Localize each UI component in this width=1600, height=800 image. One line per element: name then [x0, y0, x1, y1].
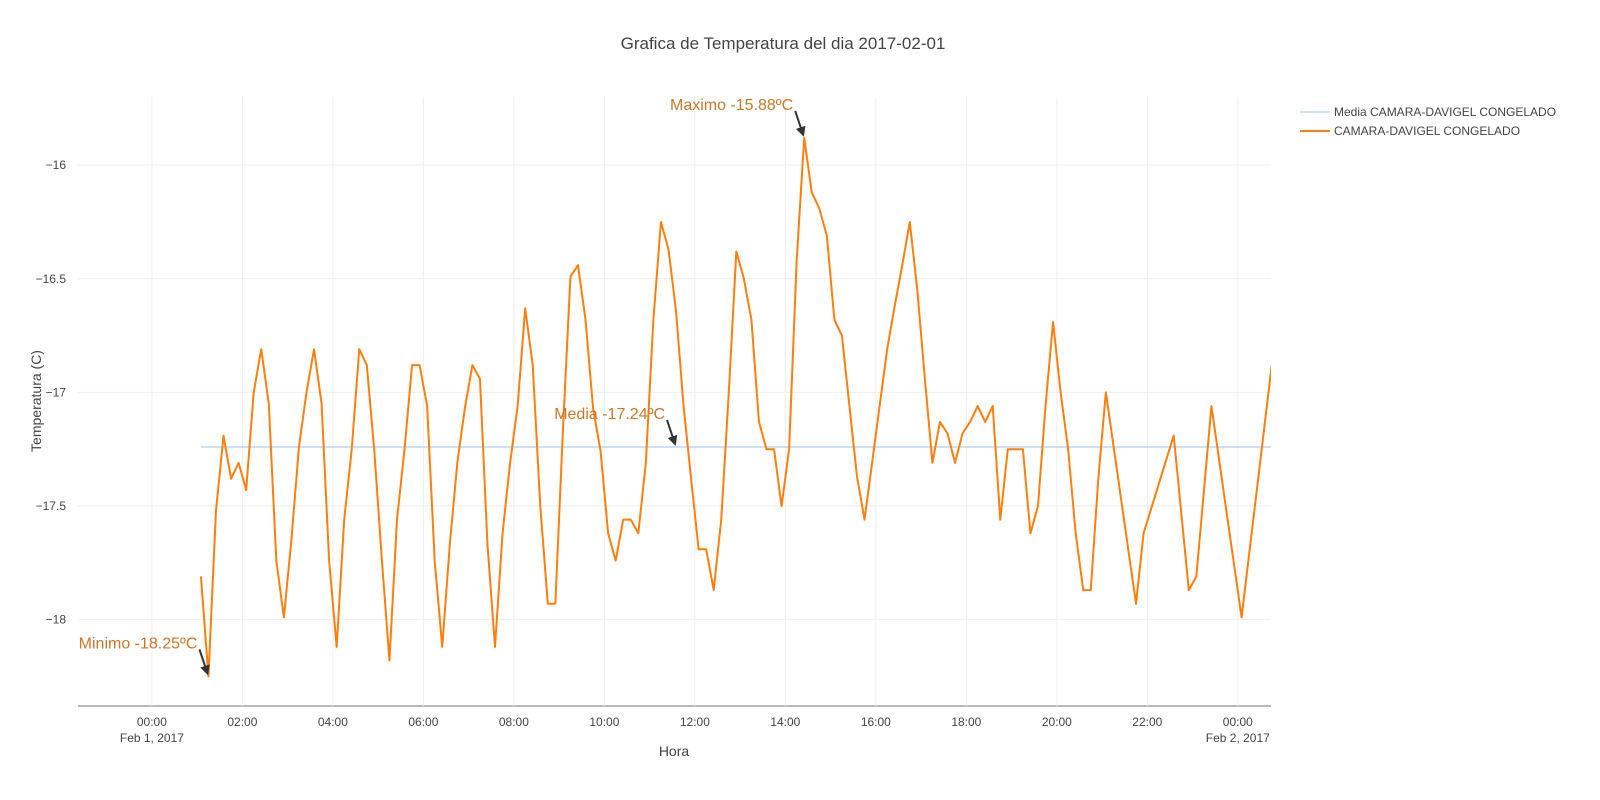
x-tick-label: 20:00: [1042, 715, 1072, 729]
x-tick-label: 22:00: [1132, 715, 1162, 729]
data-line: [199, 136, 1271, 678]
x-axis-title: Hora: [659, 743, 690, 759]
x-tick-label: 16:00: [861, 715, 891, 729]
annotation-text: Maximo -15.88ºC: [670, 97, 793, 114]
grid: −16 −16.5 −17 −17.5 −18 00:00 Feb 1, 2017 02:00…: [36, 97, 1271, 745]
annotations: Maximo -15.88ºC Media -17.24ºC Minimo -18.…: [79, 97, 806, 676]
x-tick-label: 02:00: [227, 715, 257, 729]
annotation-arrow: [794, 110, 806, 137]
legend-label: Media CAMARA-DAVIGEL CONGELADO: [1334, 105, 1556, 119]
y-tick-label: −16: [46, 158, 67, 172]
x-tick-label: 06:00: [408, 715, 438, 729]
y-tick-label: −18: [46, 613, 67, 627]
annotation-arrow: [198, 649, 210, 676]
legend: Media CAMARA-DAVIGEL CONGELADO CAMARA-DAV…: [1300, 105, 1556, 138]
series: [199, 136, 1271, 678]
y-tick-label: −16.5: [36, 272, 67, 286]
x-tick-label: 12:00: [680, 715, 710, 729]
annotation-text: Media -17.24ºC: [554, 406, 665, 423]
annotation-arrow: [666, 419, 678, 446]
y-axis-title: Temperatura (C): [28, 350, 44, 452]
x-tick-label: 00:00 Feb 1, 2017: [120, 715, 184, 745]
x-tick-label: 14:00: [770, 715, 800, 729]
legend-label: CAMARA-DAVIGEL CONGELADO: [1334, 124, 1520, 138]
x-tick-label: 18:00: [951, 715, 981, 729]
y-tick-label: −17.5: [36, 499, 67, 513]
y-tick-label: −17: [46, 385, 67, 399]
x-tick-label: 10:00: [589, 715, 619, 729]
x-tick-label: 00:00 Feb 2, 2017: [1206, 715, 1270, 745]
x-tick-label: 04:00: [318, 715, 348, 729]
annotation-text: Minimo -18.25ºC: [79, 635, 198, 652]
chart-title: Grafica de Temperatura del dia 2017-02-0…: [621, 34, 946, 53]
x-tick-label: 08:00: [499, 715, 529, 729]
